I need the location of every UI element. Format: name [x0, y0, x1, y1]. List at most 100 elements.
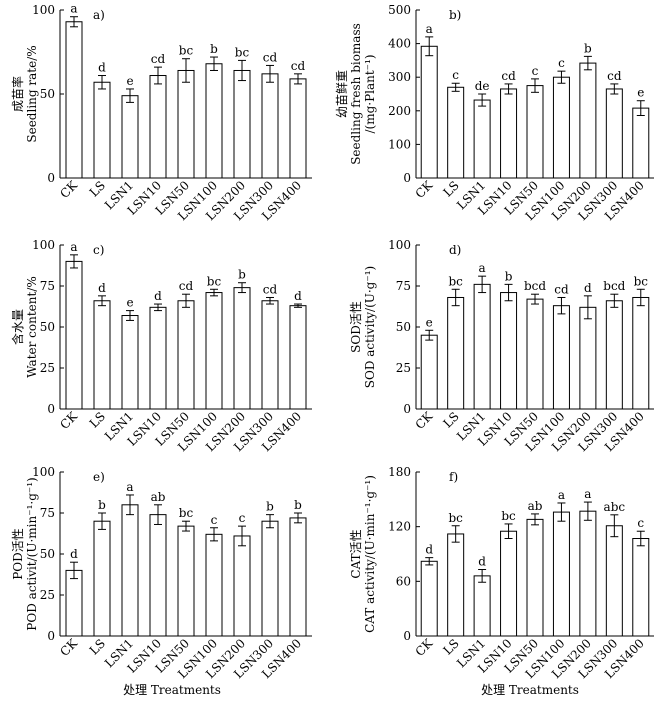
panel-label: f) — [449, 470, 458, 484]
significance-letter: bc — [235, 45, 250, 59]
significance-letter: d — [584, 281, 592, 295]
y-tick-label: 400 — [388, 37, 411, 51]
significance-letter: b — [505, 269, 513, 283]
bar-CK — [65, 569, 83, 637]
panel-label: b) — [449, 8, 461, 22]
significance-letter: a — [70, 240, 77, 254]
bar-LSN10 — [149, 75, 167, 179]
y-tick-label: 500 — [388, 3, 411, 17]
y-axis-title: 幼苗鲜重 — [335, 70, 349, 118]
bar-LSN10 — [500, 530, 518, 637]
y-tick-label: 0 — [403, 629, 411, 643]
y-tick-label: 0 — [403, 171, 411, 185]
y-axis-title: SOD活性 — [349, 301, 363, 353]
significance-letter: cd — [263, 50, 278, 64]
significance-letter: a — [558, 488, 565, 502]
y-tick-label: 0 — [47, 629, 55, 643]
y-tick-label: 50 — [40, 87, 55, 101]
bar-LSN1 — [121, 504, 139, 637]
significance-letter: c — [637, 516, 644, 530]
bar-CK — [420, 334, 438, 410]
bar-LSN50 — [177, 525, 195, 637]
bar-LSN1 — [473, 99, 491, 179]
significance-letter: c — [239, 511, 246, 525]
y-axis-title: CAT活性 — [349, 529, 363, 578]
significance-letter: cd — [607, 69, 622, 83]
bar-LSN200 — [579, 62, 597, 179]
bar-LSN10 — [149, 514, 167, 637]
bar-LSN400 — [632, 107, 650, 179]
bar-LS — [93, 520, 111, 637]
bar-LSN300 — [605, 300, 623, 410]
x-tick-label: LS — [87, 636, 108, 657]
bar-LSN1 — [121, 95, 139, 179]
significance-letter: abc — [604, 500, 626, 514]
y-axis-title: 成苗率 — [10, 76, 25, 112]
bar-LSN50 — [526, 298, 544, 410]
bar-LSN100 — [205, 292, 223, 410]
y-tick-label: 25 — [40, 361, 55, 375]
bar-LSN50 — [177, 69, 195, 179]
significance-letter: d — [425, 543, 433, 557]
y-tick-label: 0 — [403, 402, 411, 416]
y-tick-label: 50 — [40, 320, 55, 334]
y-tick-label: 100 — [32, 3, 55, 17]
significance-letter: ab — [528, 499, 543, 513]
significance-letter: d — [98, 61, 106, 75]
x-tick-label: CK — [57, 408, 80, 431]
bar-LSN300 — [261, 300, 279, 410]
bar-LS — [447, 533, 465, 637]
significance-letter: a — [70, 2, 77, 16]
bar-LS — [447, 86, 465, 179]
panel-label: e) — [93, 470, 105, 484]
bar-LSN100 — [552, 305, 570, 410]
y-axis-title: Water content/% — [25, 276, 39, 378]
significance-letter: c — [558, 56, 565, 70]
bar-LSN50 — [526, 85, 544, 179]
bar-LSN100 — [552, 76, 570, 179]
significance-letter: bcd — [524, 279, 546, 293]
significance-letter: c — [211, 513, 218, 527]
chart-panel-4: 0 25 50 75 100 d) SOD活性 SOD activity/(U·g⁻¹) e CK… — [349, 238, 654, 454]
y-tick-label: 200 — [388, 104, 411, 118]
significance-letter: b — [266, 500, 274, 514]
bar-LSN100 — [205, 533, 223, 637]
panel-label: a) — [93, 8, 105, 22]
y-tick-label: 75 — [40, 279, 55, 293]
bar-LSN1 — [473, 575, 491, 637]
chart-panel-6: 0 60 120 180 f) CAT活性 CAT activity/(U·min⁻¹·g⁻… — [349, 465, 654, 681]
significance-letter: cd — [179, 279, 194, 293]
bar-LSN10 — [500, 88, 518, 179]
significance-letter: ab — [151, 490, 166, 504]
bar-LSN400 — [289, 517, 307, 637]
bar-LSN300 — [261, 520, 279, 637]
y-tick-label: 0 — [47, 402, 55, 416]
significance-letter: cd — [554, 282, 569, 296]
y-axis-title: /(mg·Plant⁻¹) — [363, 54, 377, 133]
y-tick-label: 75 — [396, 279, 411, 293]
y-axis-title: 含水量 — [10, 309, 25, 345]
significance-letter: cd — [501, 69, 516, 83]
bar-LSN10 — [500, 292, 518, 410]
bar-LSN400 — [632, 296, 650, 410]
x-tick-label: CK — [413, 635, 436, 658]
significance-letter: bc — [501, 509, 516, 523]
y-axis-title: POD活性 — [11, 528, 25, 580]
y-tick-label: 50 — [396, 320, 411, 334]
significance-letter: a — [126, 480, 133, 494]
bar-LSN300 — [261, 73, 279, 179]
x-tick-label: CK — [57, 177, 80, 200]
y-axis-title: CAT activity/(U·min⁻¹·g⁻¹) — [363, 475, 377, 633]
chart-panel-2: 0 100 200 300 400 500 b) 幼苗鲜重 Seedling fresh bio… — [335, 3, 654, 223]
significance-letter: bc — [448, 511, 463, 525]
x-tick-label: LS — [440, 409, 461, 430]
y-tick-label: 180 — [388, 465, 411, 479]
x-tick-label: CK — [57, 635, 80, 658]
bar-LS — [93, 300, 111, 410]
significance-letter: b — [584, 41, 592, 55]
y-tick-label: 100 — [388, 137, 411, 151]
significance-letter: b — [238, 268, 246, 282]
significance-letter: b — [98, 498, 106, 512]
y-axis-title: Seedling fresh biomass — [349, 23, 363, 165]
